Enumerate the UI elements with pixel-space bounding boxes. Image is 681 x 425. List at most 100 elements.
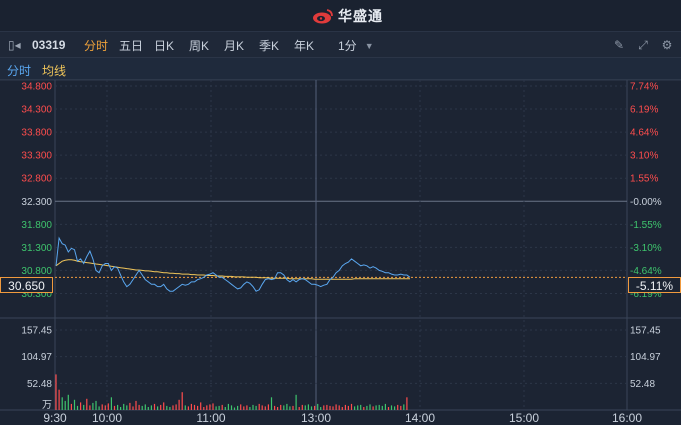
volume-bar (252, 404, 254, 410)
volume-bar (89, 405, 91, 410)
volume-bar (153, 403, 156, 410)
pct-tick-label: 7.74% (630, 82, 658, 93)
volume-bar (372, 406, 374, 410)
volume-bar (218, 405, 220, 410)
price-tick-label: 33.300 (21, 151, 52, 162)
volume-bar (390, 405, 393, 410)
volume-bar (335, 404, 337, 410)
legend-intraday-line: 分时 (7, 64, 32, 78)
volume-bar (274, 405, 276, 410)
volume-bar (86, 398, 88, 410)
volume-bar (138, 404, 140, 410)
time-tick-label: 11:00 (196, 411, 225, 425)
volume-bar (255, 405, 257, 410)
volume-bar (326, 404, 328, 410)
volume-bar (147, 407, 149, 410)
volume-bar (264, 406, 266, 410)
current-change-tag: -5.11% (628, 277, 681, 293)
volume-bar (357, 405, 359, 410)
volume-bar (270, 397, 273, 410)
chart-legend: 分时 均线 (0, 58, 681, 80)
pencil-icon[interactable]: ✎ (613, 38, 625, 52)
volume-bar (243, 406, 245, 410)
chevron-down-icon: ▼ (364, 40, 374, 51)
volume-bar (246, 405, 248, 410)
volume-bar (206, 405, 208, 410)
volume-bar (307, 404, 309, 410)
interval-value: 1分 (338, 39, 357, 53)
volume-bar (123, 403, 125, 410)
settings-icon[interactable]: ⚙ (661, 38, 673, 52)
tab-quarterly-k[interactable]: 季K (259, 39, 280, 53)
volume-bar (280, 404, 282, 410)
volume-bar (129, 402, 131, 410)
price-tick-label: 33.800 (21, 128, 52, 139)
pct-tick-label: 6.19% (630, 105, 658, 116)
volume-bar (135, 400, 137, 410)
price-tick-label: 34.300 (21, 105, 52, 116)
volume-bar (332, 406, 334, 410)
volume-bar (227, 403, 229, 410)
volume-bar (295, 394, 297, 410)
current-price-tag: 30.650 (0, 277, 53, 293)
time-tick-label: 15:00 (509, 411, 539, 425)
volume-bar (70, 403, 72, 410)
volume-bar (83, 404, 85, 410)
time-tick-label: 16:00 (612, 411, 642, 425)
brand: 华盛通 (312, 6, 383, 26)
volume-bar (304, 405, 306, 410)
volume-bar (203, 407, 205, 410)
brand-name: 华盛通 (338, 8, 383, 24)
tab-five-day[interactable]: 五日 (119, 39, 144, 53)
volume-tick-label: 157.45 (630, 326, 661, 337)
volume-tick-label: 52.48 (630, 379, 655, 390)
tab-monthly-k[interactable]: 月K (224, 39, 245, 53)
tab-intraday[interactable]: 分时 (84, 39, 109, 53)
volume-bar (212, 403, 214, 410)
volume-bar (237, 405, 239, 410)
volume-bar (95, 400, 97, 410)
volume-bar (366, 405, 368, 410)
volume-bar (400, 405, 402, 410)
volume-bar (354, 406, 356, 410)
volume-bar (104, 405, 106, 410)
volume-bar (181, 392, 183, 410)
time-tick-label: 14:00 (405, 411, 435, 425)
volume-bar (101, 404, 103, 410)
pct-tick-label: -3.10% (630, 243, 662, 254)
tab-yearly-k[interactable]: 年K (294, 39, 315, 53)
volume-bar (190, 403, 192, 410)
app-header: 华盛通 (0, 0, 681, 32)
volume-bar (117, 404, 119, 410)
pct-tick-label: 3.10% (630, 151, 658, 162)
volume-bar (61, 397, 63, 410)
volume-bar (249, 407, 251, 410)
volume-bar (184, 405, 186, 410)
volume-bar (221, 404, 223, 410)
volume-bar (341, 407, 343, 410)
volume-tick-label: 52.48 (27, 379, 52, 390)
volume-bar (397, 404, 399, 410)
volume-bar (381, 405, 383, 410)
interval-select[interactable]: 1分 ▼ (338, 37, 374, 54)
fullscreen-icon[interactable]: ⤢ (638, 38, 648, 52)
volume-bar (406, 397, 408, 410)
price-tick-label: 30.800 (21, 266, 52, 277)
stock-code: 03319 (32, 38, 66, 52)
volume-bar (209, 404, 211, 410)
pct-tick-label: -0.00% (630, 197, 662, 208)
volume-bar (360, 404, 362, 410)
volume-tick-label: 157.45 (21, 326, 52, 337)
collapse-sidebar-icon[interactable]: ▯◂ (8, 38, 21, 52)
price-tick-label: 31.800 (21, 220, 52, 231)
volume-bar (187, 406, 189, 410)
volume-bar (289, 406, 291, 410)
volume-bar (92, 402, 94, 410)
volume-bar (110, 397, 112, 410)
tab-daily-k[interactable]: 日K (154, 39, 175, 53)
tab-weekly-k[interactable]: 周K (189, 39, 210, 53)
price-tick-label: 32.300 (21, 197, 52, 208)
weibo-style-logo-icon (313, 9, 333, 24)
volume-bar (120, 407, 122, 410)
